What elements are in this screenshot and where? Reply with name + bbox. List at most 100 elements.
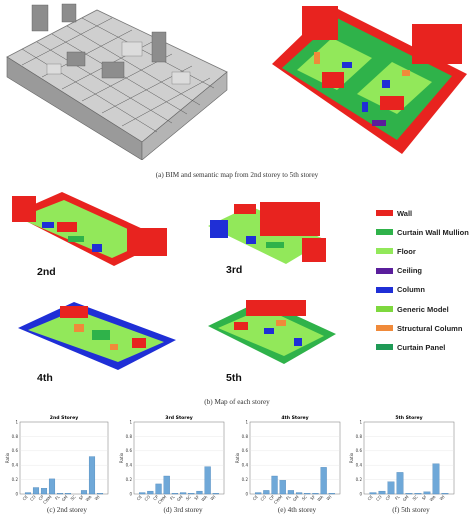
- x-tick-label: FL: [54, 494, 61, 501]
- caption-f: (f) 5th storey: [392, 506, 430, 514]
- y-tick-label: 0.4: [12, 463, 19, 468]
- x-tick-label: GM: [176, 494, 185, 503]
- y-tick-label: 0.2: [126, 477, 133, 482]
- x-tick-label: SC: [301, 494, 308, 501]
- bar: [80, 490, 88, 495]
- x-tick-label: GM: [61, 494, 70, 503]
- legend-swatch: [376, 267, 393, 274]
- chart-title: 5th Storey: [395, 415, 422, 421]
- bar: [369, 492, 377, 495]
- y-tick-label: 0.6: [356, 448, 363, 453]
- x-tick-label: SF: [309, 494, 316, 501]
- y-tick-label: 0: [15, 491, 18, 496]
- legend-item: Ceiling: [376, 266, 422, 276]
- legend-label: Generic Model: [397, 304, 449, 314]
- y-tick-label: 0.6: [242, 448, 249, 453]
- legend-label: Floor: [397, 246, 416, 256]
- x-tick-label: CO: [29, 494, 37, 502]
- bar: [179, 492, 187, 495]
- legend-swatch: [376, 210, 393, 216]
- bar: [64, 493, 72, 495]
- x-tick-label: CP: [152, 494, 160, 502]
- x-tick-label: WI: [94, 494, 101, 501]
- bar: [396, 472, 404, 495]
- legend-swatch: [376, 286, 393, 293]
- legend-label: Curtain Panel: [397, 342, 446, 352]
- x-tick-label: CWM: [157, 494, 168, 505]
- y-tick-label: 0.8: [242, 434, 249, 439]
- y-tick-label: 0: [245, 491, 248, 496]
- bar: [96, 493, 104, 495]
- bar: [163, 475, 170, 495]
- bim-model-render: [6, 3, 228, 160]
- y-tick-label: 0: [359, 491, 362, 496]
- legend-swatch: [376, 344, 393, 351]
- storey-4th-render: [18, 302, 176, 370]
- x-tick-label: WA: [85, 494, 93, 502]
- bar: [196, 490, 203, 495]
- x-tick-label: CO: [259, 494, 267, 502]
- y-tick-label: 0.2: [242, 477, 249, 482]
- bar: [188, 493, 195, 495]
- caption-e: (e) 4th storey: [277, 506, 317, 514]
- x-tick-label: CO: [143, 494, 151, 502]
- legend-label: Wall: [397, 208, 413, 218]
- y-tick-label: 0.8: [12, 434, 19, 439]
- chart-title: 4th Storey: [281, 415, 308, 421]
- y-tick-label: 0.4: [242, 463, 249, 468]
- x-tick-label: CP: [384, 494, 392, 502]
- x-tick-label: WA: [429, 494, 437, 502]
- legend-swatch: [376, 229, 393, 236]
- legend-swatch: [376, 248, 393, 255]
- caption-c: (c) 2nd storey: [47, 506, 87, 514]
- chart-title: 3rd Storey: [165, 415, 192, 421]
- bar: [56, 493, 64, 495]
- x-tick-label: CO: [375, 494, 383, 502]
- x-tick-label: GM: [292, 494, 301, 503]
- legend-item: Wall: [376, 208, 412, 218]
- legend-label: Structural Column: [397, 323, 463, 333]
- storey-3rd-render: [208, 202, 326, 264]
- bar: [432, 463, 440, 495]
- legend-item: Curtain Wall Mullion: [376, 227, 469, 237]
- legend-label: Ceiling: [397, 266, 423, 276]
- caption-a: (a) BIM and semantic map from 2nd storey…: [155, 171, 319, 179]
- x-tick-label: WI: [439, 494, 446, 501]
- x-tick-label: WA: [200, 494, 208, 502]
- y-tick-label: 0.8: [356, 434, 363, 439]
- storey-5th-render: [208, 300, 336, 364]
- bar: [423, 491, 431, 495]
- x-tick-label: CE: [21, 494, 29, 502]
- legend-item: Column: [376, 285, 425, 295]
- caption-d: (d) 3rd storey: [163, 506, 203, 514]
- storey-label-5th: 5th: [226, 372, 242, 384]
- bar: [171, 493, 179, 495]
- bar: [255, 492, 262, 495]
- bar: [88, 456, 96, 495]
- y-tick-label: 1: [15, 419, 18, 424]
- x-tick-label: CP: [268, 494, 276, 502]
- x-tick-label: SF: [78, 494, 85, 501]
- y-tick-label: 1: [129, 419, 132, 424]
- bar: [441, 493, 449, 495]
- y-axis-label: Ratio: [349, 452, 354, 463]
- x-tick-label: SC: [185, 494, 192, 501]
- x-tick-label: FL: [169, 494, 176, 501]
- storey-label-3rd: 3rd: [226, 264, 243, 276]
- bar: [48, 478, 56, 495]
- bar: [204, 466, 211, 495]
- x-tick-label: SC: [69, 494, 76, 501]
- caption-b: (b) Map of each storey: [204, 398, 270, 406]
- bar: [320, 467, 327, 495]
- x-tick-label: WI: [209, 494, 216, 501]
- bar: [328, 493, 335, 495]
- legend-item: Generic Model: [376, 304, 449, 314]
- legend-label: Column: [397, 285, 425, 295]
- y-axis-label: Ratio: [5, 452, 10, 463]
- semantic-map-render: [272, 6, 467, 154]
- x-tick-label: FL: [285, 494, 292, 501]
- x-tick-label: WA: [316, 494, 324, 502]
- x-tick-label: GM: [402, 494, 411, 503]
- plot-frame: [363, 421, 455, 495]
